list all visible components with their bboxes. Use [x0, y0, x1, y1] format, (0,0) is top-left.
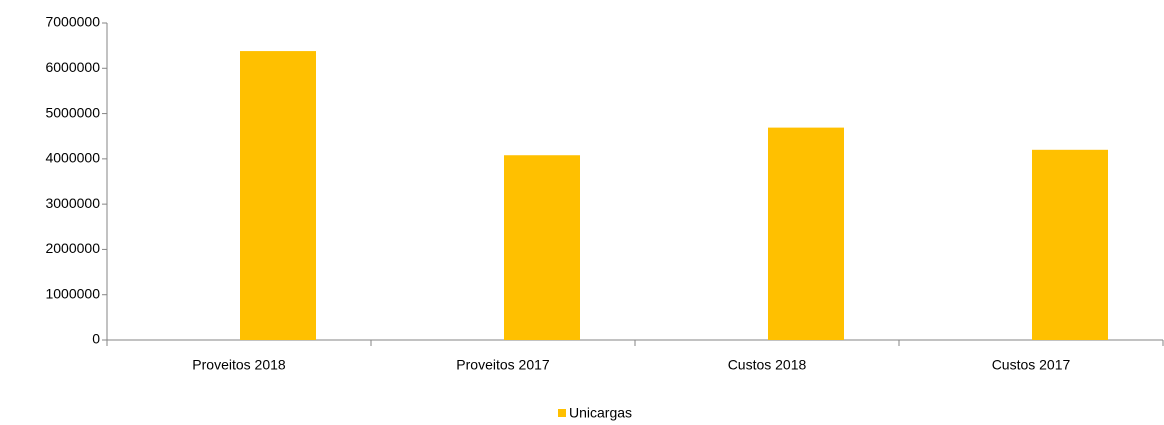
bar: [1032, 149, 1108, 340]
y-tick-label: 6000000: [45, 59, 100, 75]
bar: [768, 127, 844, 340]
bar: [504, 155, 580, 340]
y-tick-label: 1000000: [45, 285, 100, 301]
y-tick-label: 7000000: [45, 14, 100, 30]
x-tick-label: Proveitos 2017: [456, 357, 550, 373]
y-tick-label: 3000000: [45, 195, 100, 211]
y-tick-label: 2000000: [45, 240, 100, 256]
y-tick-label: 5000000: [45, 104, 100, 120]
legend-swatch: [558, 409, 566, 417]
legend-label: Unicargas: [569, 405, 632, 421]
x-tick-label: Custos 2017: [992, 357, 1071, 373]
x-tick-label: Custos 2018: [728, 357, 807, 373]
bar: [240, 51, 316, 340]
x-tick-label: Proveitos 2018: [192, 357, 286, 373]
y-tick-label: 4000000: [45, 150, 100, 166]
y-tick-label: 0: [92, 331, 100, 347]
